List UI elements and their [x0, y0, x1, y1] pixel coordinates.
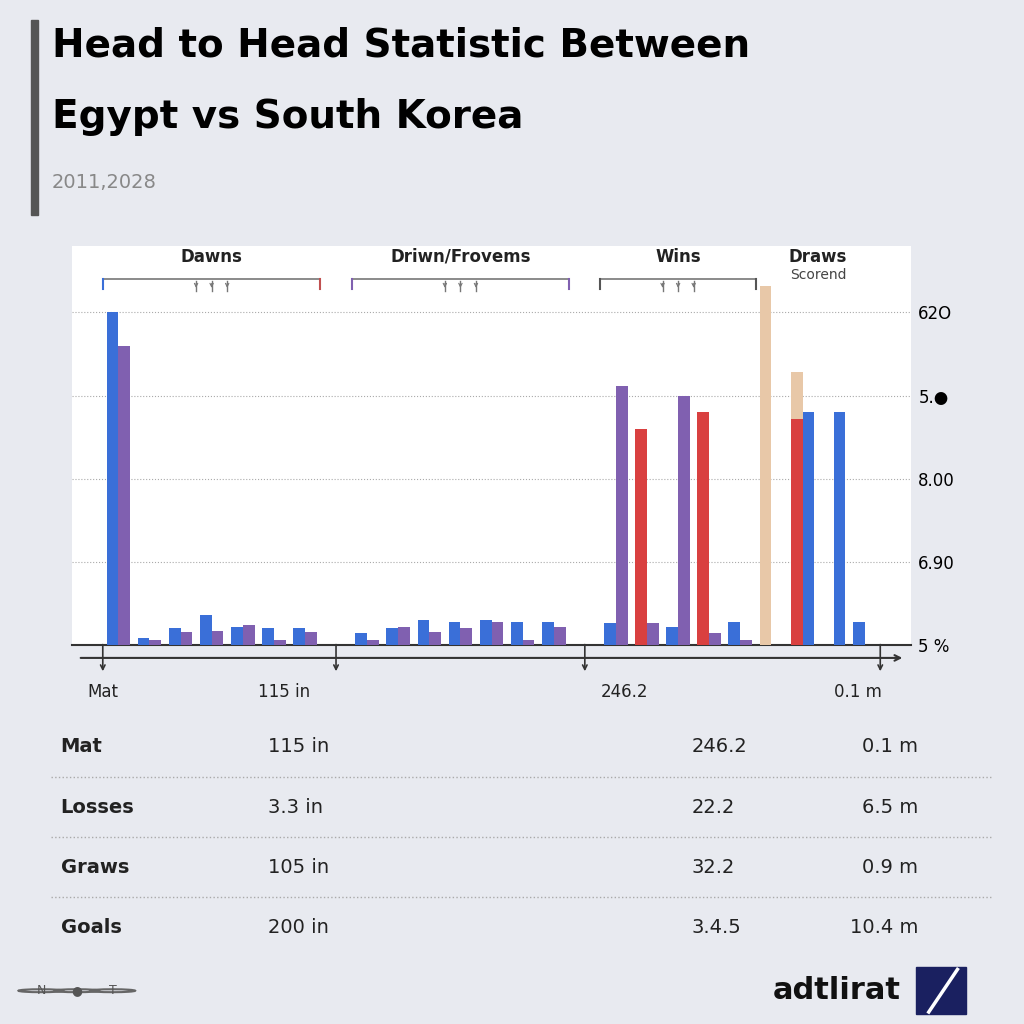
Text: 105 in: 105 in	[268, 858, 329, 877]
Text: 0.9 m: 0.9 m	[862, 858, 918, 877]
Bar	[604, 624, 615, 645]
Text: Mat: Mat	[87, 683, 118, 701]
Bar	[834, 412, 846, 645]
Bar	[200, 615, 212, 645]
Bar	[262, 629, 273, 645]
Bar	[697, 412, 710, 645]
Bar	[710, 634, 721, 645]
Text: adtlirat: adtlirat	[773, 976, 901, 1006]
Bar	[740, 640, 753, 645]
Text: Graws: Graws	[60, 858, 129, 877]
Bar	[418, 621, 429, 645]
Bar	[449, 622, 461, 645]
Text: Driwn/Frovems: Driwn/Frovems	[390, 248, 530, 265]
Text: 200 in: 200 in	[268, 918, 329, 937]
Bar	[31, 20, 39, 215]
Bar	[492, 622, 504, 645]
Text: 10.4 m: 10.4 m	[850, 918, 918, 937]
Bar	[273, 640, 286, 645]
Bar	[728, 622, 740, 645]
Bar	[635, 429, 647, 645]
Text: Mat: Mat	[60, 737, 102, 757]
Text: Dawns: Dawns	[180, 248, 243, 265]
Bar	[305, 633, 316, 645]
Bar	[368, 640, 379, 645]
Bar	[293, 629, 305, 645]
Text: 3.3 in: 3.3 in	[268, 798, 323, 816]
Bar	[180, 632, 193, 645]
Text: N: N	[36, 984, 46, 997]
Bar	[791, 373, 803, 645]
Text: Head to Head Statistic Between: Head to Head Statistic Between	[52, 27, 750, 65]
Text: Egypt vs South Korea: Egypt vs South Korea	[52, 98, 523, 136]
Text: Wins: Wins	[655, 248, 701, 265]
Bar	[791, 419, 803, 645]
Text: ●: ●	[72, 984, 82, 997]
Text: 0.1 m: 0.1 m	[834, 683, 882, 701]
Bar	[647, 624, 658, 645]
Text: Scorend: Scorend	[790, 268, 846, 283]
Text: 32.2: 32.2	[692, 858, 735, 877]
Text: 246.2: 246.2	[692, 737, 748, 757]
Bar	[479, 621, 492, 645]
Text: 246.2: 246.2	[600, 683, 648, 701]
Bar	[106, 312, 119, 645]
Text: 3.4.5: 3.4.5	[692, 918, 741, 937]
Text: 22.2: 22.2	[692, 798, 735, 816]
Bar	[853, 622, 864, 645]
Text: 2011,2028: 2011,2028	[52, 173, 157, 191]
Bar	[230, 627, 243, 645]
Bar	[554, 627, 565, 645]
Text: Losses: Losses	[60, 798, 134, 816]
Text: Draws: Draws	[788, 248, 847, 265]
Text: 6.5 m: 6.5 m	[861, 798, 918, 816]
Text: 0.1 m: 0.1 m	[862, 737, 918, 757]
Text: 115 in: 115 in	[258, 683, 310, 701]
Text: 115 in: 115 in	[268, 737, 329, 757]
Bar	[760, 286, 771, 645]
Bar	[212, 631, 223, 645]
Bar	[667, 627, 678, 645]
Bar	[386, 629, 398, 645]
Bar	[678, 395, 690, 645]
Bar	[243, 625, 255, 645]
Bar	[137, 639, 150, 645]
Bar	[511, 622, 522, 645]
Text: Goals: Goals	[60, 918, 122, 937]
Bar	[169, 629, 180, 645]
Bar	[355, 634, 368, 645]
Bar	[461, 629, 472, 645]
Bar	[522, 640, 535, 645]
Bar	[542, 622, 554, 645]
Bar	[398, 627, 410, 645]
Text: T: T	[109, 984, 117, 997]
Bar	[803, 412, 814, 645]
Bar	[615, 386, 628, 645]
Bar	[119, 346, 130, 645]
Bar	[150, 640, 161, 645]
Bar	[429, 633, 441, 645]
Bar	[916, 968, 966, 1014]
